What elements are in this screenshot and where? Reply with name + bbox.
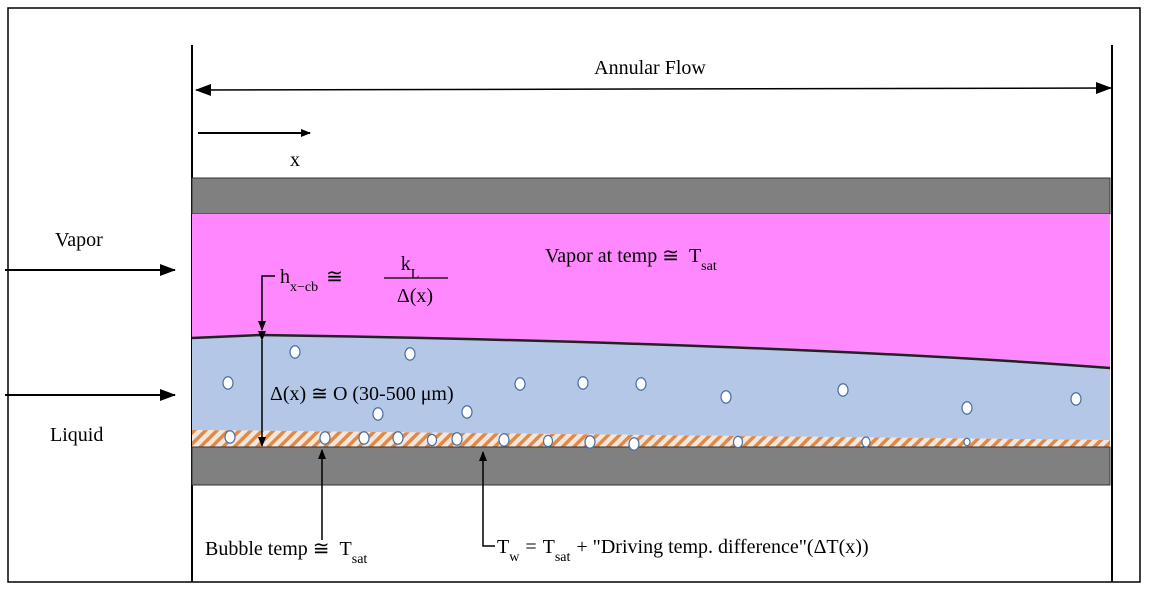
bubble xyxy=(222,376,234,390)
t-sub: sat xyxy=(352,552,368,567)
rest: + "Driving temp. difference"(ΔT(x)) xyxy=(576,536,868,558)
x-label: x xyxy=(290,149,300,171)
bubble xyxy=(628,437,640,451)
tw-sub: w xyxy=(509,550,520,565)
bubble xyxy=(514,377,526,391)
bubble xyxy=(358,431,370,445)
bubble xyxy=(392,431,404,445)
k: k xyxy=(401,253,411,275)
wall-note: Tw = Tsat + "Driving temp. difference"(ΔT(x… xyxy=(497,536,869,565)
t: T xyxy=(340,538,352,560)
vapor-note-text: Vapor at temp ≅ xyxy=(545,245,679,267)
denominator: Δ(x) xyxy=(397,285,433,307)
bubble xyxy=(372,407,384,421)
bubble xyxy=(542,434,554,448)
tsat: T xyxy=(543,536,555,558)
bubble xyxy=(861,436,871,448)
bubble xyxy=(732,435,744,449)
bubble xyxy=(961,401,973,415)
bubble xyxy=(451,432,463,446)
approx: ≅ xyxy=(326,266,343,288)
bubbles xyxy=(222,345,1082,451)
bottom-wall xyxy=(191,446,1111,486)
liquid-label: Liquid xyxy=(50,424,103,446)
vapor-note: Vapor at temp ≅ Tsat xyxy=(545,245,717,274)
bubble xyxy=(319,431,331,445)
t: T xyxy=(689,245,701,267)
tsat-sub: sat xyxy=(555,550,571,565)
liquid-film xyxy=(192,335,1110,440)
wall-pointer xyxy=(479,451,495,547)
bubble xyxy=(837,383,849,397)
bubble xyxy=(404,347,416,361)
eq: = xyxy=(525,536,536,558)
bubble xyxy=(584,435,596,449)
bubble xyxy=(224,430,236,444)
bubble xyxy=(963,437,971,447)
vapor-region xyxy=(192,214,1110,368)
numerator: kL xyxy=(401,253,420,282)
bubble-note: Bubble temp ≅ Tsat xyxy=(205,538,367,567)
bubble xyxy=(635,377,647,391)
bubble-note-text: Bubble temp ≅ xyxy=(205,538,330,560)
formula-pointer xyxy=(258,275,275,331)
bubble xyxy=(461,405,473,419)
k-sub: L xyxy=(411,267,420,282)
bubble xyxy=(426,433,438,447)
t-sub: sat xyxy=(701,259,717,274)
bubble xyxy=(1070,392,1082,406)
h: h xyxy=(280,266,290,288)
bubble xyxy=(498,433,510,447)
bubble xyxy=(289,345,301,359)
tw: T xyxy=(497,536,509,558)
bubble xyxy=(577,376,589,390)
thickness-label: Δ(x) ≅ O (30-500 μm) xyxy=(270,383,454,405)
span-arrow xyxy=(195,82,1112,96)
title: Annular Flow xyxy=(594,57,706,79)
top-wall xyxy=(191,177,1111,215)
h-sub: x−cb xyxy=(290,280,318,295)
formula-lhs: hx−cb ≅ xyxy=(280,266,343,295)
bubble xyxy=(720,390,732,404)
vapor-label: Vapor xyxy=(55,229,103,251)
frame xyxy=(7,7,1141,583)
interface xyxy=(191,333,1111,370)
superheated-layer xyxy=(192,430,1110,447)
